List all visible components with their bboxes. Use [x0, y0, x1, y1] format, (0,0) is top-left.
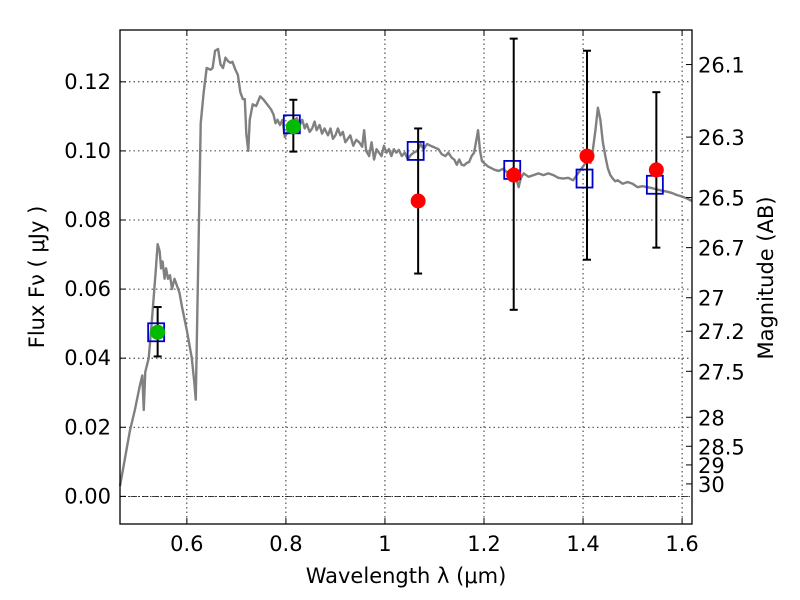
grid-lines	[120, 30, 692, 524]
x-tick-label: 1.6	[665, 532, 698, 556]
plot-frame	[119, 29, 693, 525]
right-tick-label: 27.5	[698, 360, 745, 384]
right-tick-label: 30	[698, 473, 725, 497]
low-snr-point	[506, 167, 522, 183]
low-snr-point	[579, 148, 595, 164]
y-axis-label: Flux Fν ( μJy )	[25, 206, 49, 349]
x-axis-label: Wavelength λ (μm)	[306, 564, 507, 588]
right-tick-label: 26.7	[698, 237, 745, 261]
measured-detections	[150, 119, 301, 340]
measured-low-snr	[410, 148, 664, 209]
x-tick-label: 1.4	[566, 532, 599, 556]
right-tick-label: 26.3	[698, 126, 745, 150]
low-snr-point	[410, 193, 426, 209]
model-point-marker	[406, 141, 425, 161]
axis-ticks	[120, 30, 692, 524]
right-tick-label: 28.5	[698, 435, 745, 459]
model-spectrum-line	[118, 47, 693, 487]
y-tick-label: 0.08	[64, 208, 111, 232]
low-snr-point	[648, 162, 664, 178]
right-tick-label: 27	[698, 287, 725, 311]
y-tick-label: 0.10	[64, 139, 111, 163]
y-tick-label: 0.04	[64, 346, 111, 370]
model-spectrum	[118, 47, 693, 487]
x-tick-label: 1	[378, 532, 391, 556]
detection-point	[285, 119, 301, 135]
right-axis-label: Magnitude (AB)	[754, 196, 778, 359]
right-tick-label: 28	[698, 406, 725, 430]
x-tick-label: 0.6	[170, 532, 203, 556]
detection-point	[150, 324, 166, 340]
y-tick-label: 0.02	[64, 415, 111, 439]
y-tick-label: 0.00	[64, 484, 111, 508]
x-tick-labels: 0.6 0.8 1 1.2 1.4 1.6	[170, 532, 699, 556]
right-tick-label: 26.1	[698, 54, 745, 78]
right-tick-label: 27.2	[698, 320, 745, 344]
x-tick-label: 0.8	[269, 532, 302, 556]
right-tick-label: 29	[698, 454, 725, 478]
model-point-marker	[575, 168, 594, 189]
y-tick-label: 0.06	[64, 277, 111, 301]
x-tick-label: 1.2	[467, 532, 500, 556]
y-tick-labels: 0.00 0.02 0.04 0.06 0.08 0.10 0.12	[64, 70, 111, 509]
right-tick-label: 26.5	[698, 187, 745, 211]
y-tick-label: 0.12	[64, 70, 111, 94]
